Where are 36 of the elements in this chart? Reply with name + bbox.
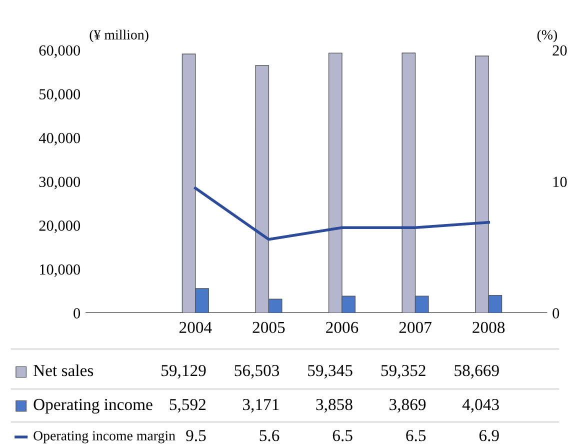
- data-label: 3,858: [316, 398, 352, 413]
- data-label: 6.5: [332, 430, 352, 442]
- data-label: 5,592: [170, 398, 206, 413]
- data-label: 58,669: [454, 364, 499, 379]
- x-tick-label: 2007: [399, 322, 432, 334]
- data-label: 3,869: [390, 398, 426, 413]
- y-axis-title: (¥ million): [90, 30, 148, 42]
- data-label: 5.6: [260, 430, 280, 442]
- data-label: 56,503: [234, 364, 280, 379]
- x-tick-label: 2005: [252, 322, 285, 334]
- y2-tick-label: 0: [552, 308, 560, 318]
- data-label: 6.5: [406, 430, 426, 442]
- y-tick-label: 20,000: [39, 220, 80, 234]
- y2-tick-label: 20: [552, 45, 567, 56]
- y2-tick-label: 10: [553, 176, 567, 188]
- legend-label: Net sales: [34, 364, 94, 376]
- x-tick-label: 2004: [179, 322, 212, 334]
- y-tick-label: 0: [74, 308, 80, 318]
- data-label: 9.5: [186, 430, 206, 442]
- data-label: 6.9: [479, 430, 499, 442]
- y-tick-label: 60,000: [39, 45, 80, 58]
- data-label: 3,171: [243, 398, 279, 413]
- legend-label: Operating income margin: [34, 431, 176, 444]
- x-tick-label: 2008: [472, 322, 505, 334]
- y-tick-label: 50,000: [40, 89, 80, 102]
- legend-label: Operating income: [34, 398, 152, 414]
- x-tick-label: 2006: [326, 322, 358, 334]
- data-label: 59,345: [308, 364, 352, 379]
- y-tick-label: 10,000: [40, 264, 80, 277]
- data-label: 59,352: [381, 364, 426, 379]
- y-tick-label: 40,000: [38, 132, 80, 146]
- y2-axis-title: (%): [537, 30, 557, 42]
- data-label: 59,129: [162, 364, 206, 379]
- y-tick-label: 30,000: [39, 176, 80, 190]
- line-series: [194, 186, 490, 241]
- data-label: 4,043: [462, 398, 499, 413]
